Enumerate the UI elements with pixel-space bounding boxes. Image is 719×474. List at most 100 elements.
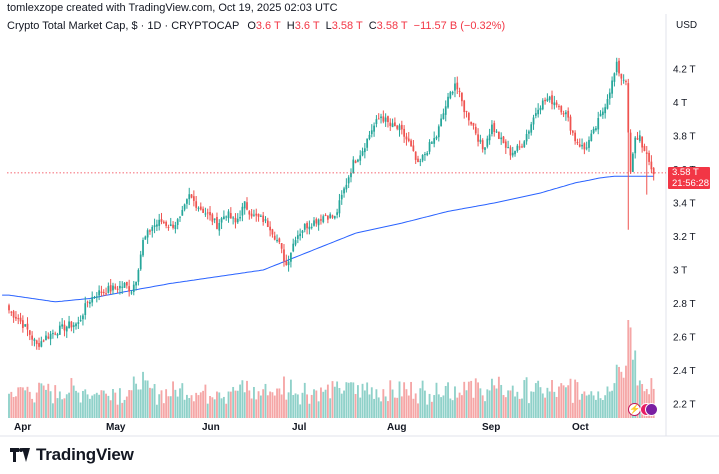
candle-body xyxy=(160,219,163,222)
volume-bar xyxy=(634,350,637,418)
volume-bar xyxy=(47,383,50,418)
tradingview-footer[interactable]: TradingView xyxy=(10,445,134,465)
volume-bar xyxy=(232,386,235,418)
volume-bar xyxy=(40,383,43,418)
symbol-title[interactable]: Crypto Total Market Cap, $ · 1D · CRYPTO… xyxy=(7,20,240,32)
volume-bar xyxy=(188,398,191,418)
y-tick-label: 2.4 T xyxy=(673,366,696,377)
volume-bar xyxy=(396,397,399,418)
volume-bar xyxy=(95,392,98,418)
volume-bar xyxy=(278,388,281,418)
candle-body xyxy=(197,207,200,209)
volume-bar xyxy=(574,379,577,418)
candle-body xyxy=(486,138,489,147)
candle-body xyxy=(98,290,100,296)
volume-bar xyxy=(497,376,500,418)
candle-body xyxy=(523,141,526,148)
candle-body xyxy=(303,224,306,230)
candle-body xyxy=(213,218,216,221)
volume-bar xyxy=(303,382,306,418)
volume-bar xyxy=(507,390,510,418)
candle-body xyxy=(590,133,593,141)
x-tick-label: Sep xyxy=(482,422,500,433)
volume-bar xyxy=(629,327,632,418)
candle-body xyxy=(595,128,597,131)
candle-body xyxy=(204,213,207,215)
volume-bar xyxy=(183,399,186,418)
candle-body xyxy=(493,123,496,132)
candle-body xyxy=(454,83,456,91)
volume-bar xyxy=(211,397,214,418)
candle-body xyxy=(449,92,452,99)
volume-bar xyxy=(149,387,151,418)
volume-bar xyxy=(548,391,551,418)
candle-body xyxy=(116,288,119,290)
y-tick-label: 4.2 T xyxy=(673,65,696,76)
candle-body xyxy=(216,217,218,229)
volume-bar xyxy=(407,395,410,418)
volume-bar xyxy=(447,382,449,418)
volume-bar xyxy=(146,380,149,418)
candle-body xyxy=(236,218,239,223)
low-value: 3.58 T xyxy=(331,20,363,32)
volume-bar xyxy=(592,395,595,418)
candle-body xyxy=(156,224,158,227)
volume-bar xyxy=(393,397,396,418)
volume-bar xyxy=(456,397,459,418)
volume-bar xyxy=(266,395,269,418)
volume-bar xyxy=(544,397,547,418)
volume-bar xyxy=(72,385,75,418)
candle-body xyxy=(537,109,540,115)
candle-body xyxy=(128,286,131,292)
currency-label[interactable]: USD xyxy=(676,20,698,31)
volume-bar xyxy=(121,402,124,418)
volume-bar xyxy=(551,380,553,418)
candle-body xyxy=(567,110,570,118)
candle-body xyxy=(146,230,149,238)
candle-body xyxy=(285,261,288,266)
last-price-tag: 3.58 T 21:56:28 xyxy=(668,166,710,189)
volume-bar xyxy=(54,385,57,418)
candle-body xyxy=(440,118,442,127)
candle-body xyxy=(8,305,10,311)
candle-body xyxy=(611,80,613,94)
moving-average-line xyxy=(2,175,654,303)
volume-bar xyxy=(19,387,22,418)
candle-body xyxy=(246,202,248,210)
volume-bar xyxy=(583,391,586,418)
volume-bar xyxy=(576,382,579,418)
candle-body xyxy=(553,102,556,106)
candle-body xyxy=(151,226,154,231)
volume-bar xyxy=(276,388,278,418)
tradingview-logo-icon xyxy=(10,448,30,462)
volume-bar xyxy=(287,392,290,418)
volume-bar xyxy=(625,365,627,418)
volume-bar xyxy=(424,390,426,418)
candle-body xyxy=(93,296,96,298)
candle-body xyxy=(641,136,644,148)
candle-body xyxy=(338,200,341,214)
candle-body xyxy=(477,134,479,142)
volume-bar xyxy=(527,403,530,418)
volume-bar xyxy=(167,396,170,418)
x-tick-label: Aug xyxy=(387,422,406,433)
y-tick-label: 4 T xyxy=(673,98,687,109)
volume-bar xyxy=(310,394,313,418)
candle-body xyxy=(315,219,318,224)
candle-body xyxy=(232,217,235,219)
volume-bar xyxy=(250,398,253,418)
flag-event-icon[interactable] xyxy=(645,403,658,416)
candle-body xyxy=(481,140,484,150)
volume-bar xyxy=(109,400,112,418)
volume-bar xyxy=(495,388,498,418)
candle-body xyxy=(192,196,195,201)
candle-body xyxy=(387,116,389,123)
candle-body xyxy=(77,322,80,324)
volume-bar xyxy=(343,390,345,418)
volume-bar xyxy=(79,402,82,418)
candle-body xyxy=(91,297,94,303)
candle-body xyxy=(70,321,73,328)
candle-body xyxy=(253,214,255,216)
candle-body xyxy=(645,152,648,154)
